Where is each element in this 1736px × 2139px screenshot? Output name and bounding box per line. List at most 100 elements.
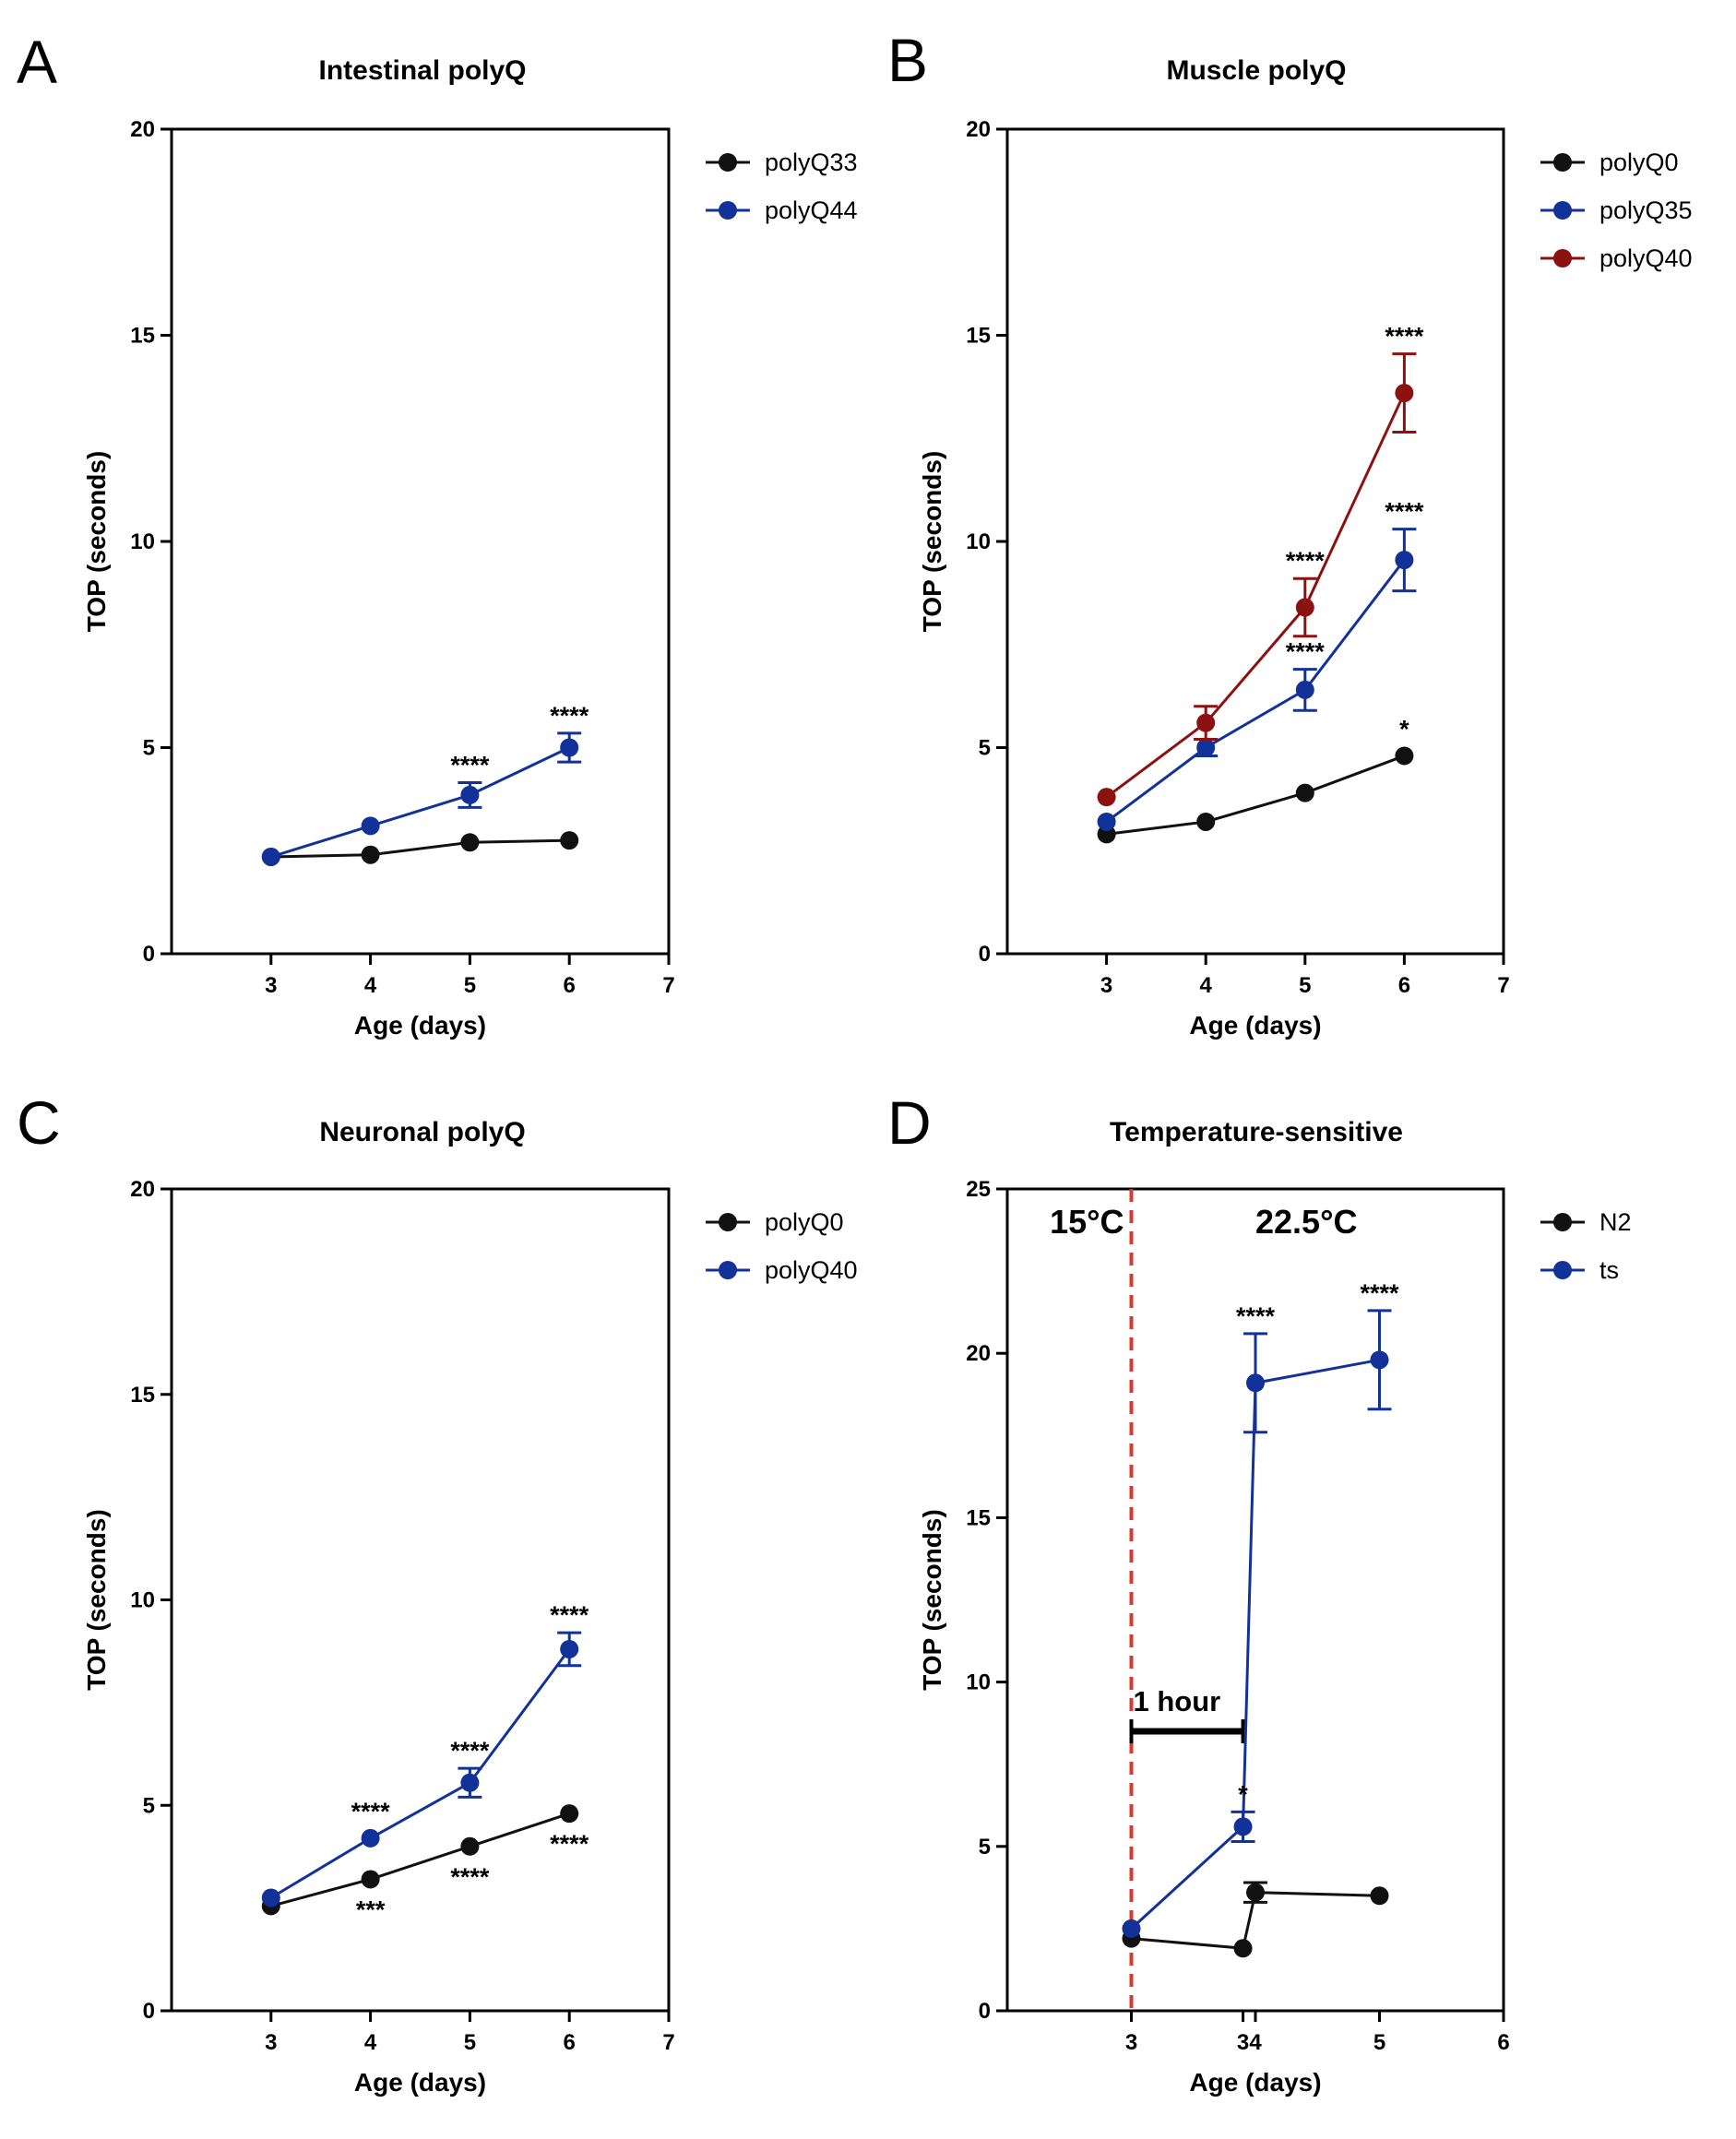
- series-polyq44: **** ****: [261, 702, 589, 866]
- data-point: [1122, 1919, 1141, 1938]
- legend-item: polyQ40: [706, 1256, 858, 1284]
- series-line: [1105, 392, 1406, 799]
- legend-item: polyQ40: [1540, 244, 1693, 272]
- y-tick-label: 10: [130, 529, 155, 554]
- series-line: [1106, 755, 1405, 836]
- data-point: [1395, 746, 1414, 766]
- significance-label: *: [1399, 715, 1409, 743]
- y-tick-label: 5: [143, 1793, 155, 1818]
- data-point: [1233, 1939, 1253, 1958]
- panel-letter: B: [887, 26, 928, 94]
- x-tick-label: 5: [1373, 2030, 1385, 2055]
- data-point: [1196, 713, 1216, 732]
- y-axis-label: TOP (seconds): [918, 1509, 946, 1691]
- series-line: [270, 1648, 571, 1899]
- significance-label: ****: [1286, 547, 1326, 575]
- y-tick-label: 25: [966, 1177, 991, 1202]
- data-point: [1097, 788, 1116, 807]
- plot-frame: [170, 127, 671, 956]
- y-axis-label: TOP (seconds): [82, 1509, 111, 1691]
- series-line: [1130, 1358, 1380, 1931]
- series-line: [270, 746, 570, 859]
- x-axis-label: Age (days): [1189, 1011, 1321, 1040]
- y-tick-label: 15: [130, 324, 155, 349]
- data-point: [560, 1804, 579, 1824]
- series-polyq0: ***********: [261, 1804, 589, 1923]
- x-tick-label: 4: [364, 973, 377, 998]
- significance-label: ****: [1286, 638, 1326, 666]
- significance-label: ****: [1385, 498, 1424, 526]
- significance-label: ****: [1385, 323, 1424, 351]
- legend-item: polyQ35: [1540, 196, 1693, 224]
- data-point: [361, 1870, 380, 1889]
- legend-marker: [1553, 153, 1572, 172]
- legend-item: polyQ33: [706, 149, 858, 176]
- data-point: [460, 785, 480, 804]
- legend-marker: [1553, 1261, 1572, 1279]
- data-point: [560, 738, 579, 757]
- significance-label: ****: [1360, 1279, 1399, 1307]
- data-point: [1295, 598, 1314, 617]
- series-line: [1105, 559, 1406, 824]
- data-point: [361, 845, 380, 864]
- series-line: [1131, 1891, 1380, 1950]
- data-point: [1196, 812, 1216, 831]
- y-tick-label: 5: [143, 736, 155, 761]
- interval-label: 1 hour: [1134, 1685, 1221, 1717]
- legend-item: polyQ0: [1540, 149, 1679, 176]
- legend-label: N2: [1599, 1208, 1632, 1236]
- series-polyq40: **** ****: [1097, 323, 1424, 807]
- plot-frame: [170, 1187, 671, 2013]
- legend-label: polyQ0: [1599, 149, 1679, 176]
- legend-marker: [719, 153, 737, 172]
- y-tick-label: 20: [966, 1341, 991, 1366]
- y-tick-label: 15: [966, 1505, 991, 1530]
- data-point: [1395, 551, 1414, 570]
- data-point: [1097, 812, 1116, 831]
- significance-label: ****: [550, 702, 589, 730]
- significance-label: *: [1238, 1780, 1248, 1808]
- y-tick-label: 20: [130, 1177, 155, 1202]
- x-tick-label: 4: [1200, 973, 1213, 998]
- y-tick-label: 0: [143, 942, 155, 967]
- x-tick-label: 3: [1125, 2030, 1137, 2055]
- data-point: [460, 833, 480, 852]
- data-point: [1246, 1373, 1265, 1393]
- y-tick-label: 5: [979, 736, 991, 761]
- data-point: [1295, 783, 1314, 802]
- x-tick-label: 5: [464, 2030, 476, 2055]
- x-axis-label: Age (days): [354, 1011, 486, 1040]
- data-point: [560, 1639, 579, 1658]
- x-tick-label: 3: [265, 2030, 277, 2055]
- x-tick-label: 4: [1249, 2030, 1262, 2055]
- legend-label: polyQ44: [765, 196, 858, 224]
- y-tick-label: 20: [966, 117, 991, 142]
- x-tick-label: 3: [1237, 2030, 1249, 2055]
- legend-marker: [1553, 1213, 1572, 1231]
- y-tick-label: 0: [143, 1999, 155, 2024]
- chart-title: Muscle polyQ: [1166, 55, 1346, 86]
- series-line: [270, 1812, 570, 1907]
- series-ts: *********: [1122, 1279, 1399, 1938]
- x-tick-label: 5: [464, 973, 476, 998]
- x-tick-label: 3: [1100, 973, 1112, 998]
- legend-item: N2: [1540, 1208, 1632, 1236]
- significance-label: ****: [450, 751, 490, 778]
- series-polyq40: **** **** ****: [261, 1601, 589, 1907]
- data-point: [1370, 1350, 1389, 1370]
- x-axis-label: Age (days): [354, 2068, 486, 2097]
- y-tick-label: 0: [979, 1999, 991, 2024]
- significance-label: ****: [550, 1601, 589, 1629]
- legend-label: polyQ40: [1599, 244, 1693, 272]
- data-point: [560, 831, 579, 850]
- series-polyq0: *: [1097, 715, 1414, 844]
- legend-label: polyQ35: [1599, 196, 1693, 224]
- y-axis-label: TOP (seconds): [82, 451, 111, 633]
- y-tick-label: 15: [966, 324, 991, 349]
- series-line: [270, 838, 570, 859]
- series-polyq33: [261, 831, 579, 866]
- data-point: [1246, 1883, 1265, 1902]
- y-tick-label: 5: [979, 1835, 991, 1860]
- data-point: [361, 1828, 380, 1848]
